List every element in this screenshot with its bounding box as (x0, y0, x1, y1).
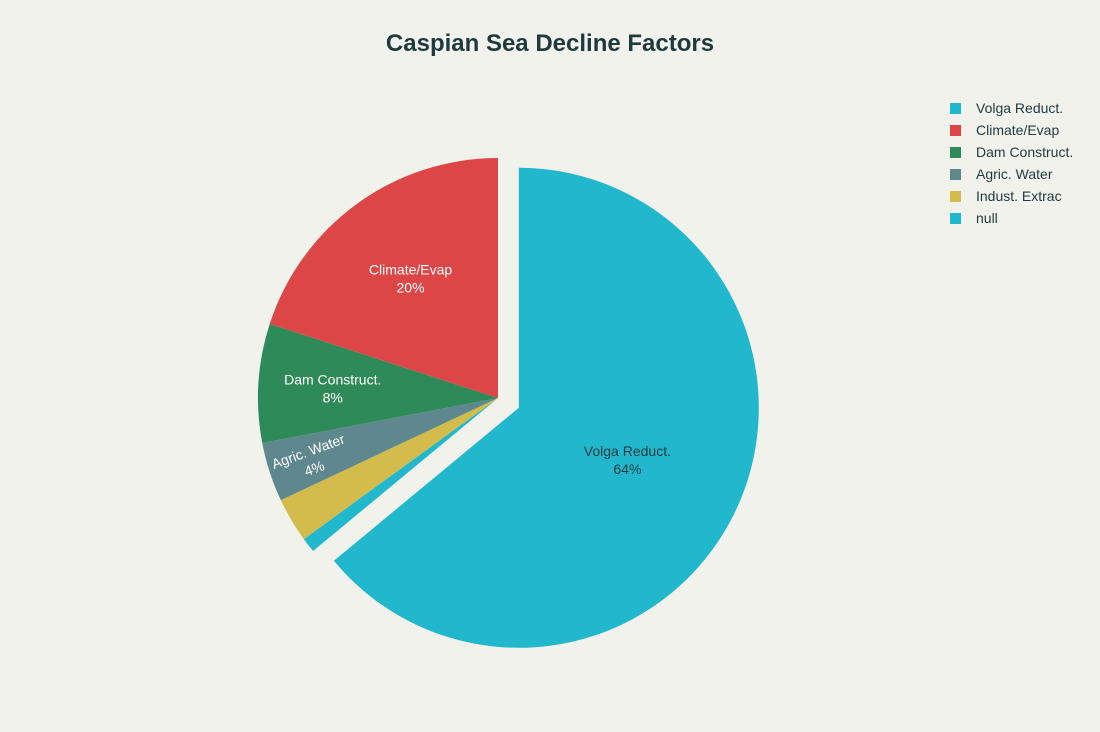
legend-label: Dam Construct. (976, 144, 1074, 160)
slice-name: Climate/Evap (369, 262, 452, 278)
slice-label: Climate/Evap 20% (369, 262, 452, 296)
pie-slice-climate-evap[interactable] (269, 158, 498, 398)
slice-name: Dam Construct. (284, 372, 381, 388)
legend-swatch (950, 146, 961, 158)
slice-label: Volga Reduct. 64% (584, 443, 671, 477)
legend-swatch (950, 124, 961, 136)
legend-label: Volga Reduct. (976, 100, 1064, 116)
legend-swatch (950, 212, 961, 224)
legend-label: Indust. Extrac (976, 188, 1062, 204)
legend-item[interactable]: Agric. Water (950, 163, 1073, 185)
slice-percent: 4% (302, 457, 326, 479)
legend: Volga Reduct. Climate/Evap Dam Construct. A… (950, 97, 1073, 229)
pie-slice-volga-reduct-[interactable] (333, 167, 759, 648)
pie-slice-agric-water[interactable] (262, 398, 498, 501)
legend-swatch (950, 190, 961, 202)
legend-item[interactable]: Indust. Extrac (950, 185, 1073, 207)
legend-item[interactable]: Climate/Evap (950, 119, 1073, 141)
slice-label: Dam Construct. 8% (284, 372, 381, 406)
slice-percent: 8% (323, 390, 343, 406)
slice-percent: 64% (613, 461, 641, 477)
legend-item[interactable]: Dam Construct. (950, 141, 1073, 163)
chart-title: Caspian Sea Decline Factors (385, 30, 715, 57)
legend-label: null (976, 210, 998, 226)
pie-slice-dam-construct-[interactable] (258, 323, 498, 443)
legend-item[interactable]: null (950, 207, 1073, 229)
legend-swatch (950, 168, 961, 180)
legend-label: Climate/Evap (976, 122, 1060, 138)
legend-item[interactable]: Volga Reduct. (950, 97, 1073, 119)
slice-percent: 20% (397, 280, 425, 296)
legend-label: Agric. Water (976, 166, 1053, 182)
slice-name: Volga Reduct. (584, 443, 671, 459)
legend-swatch (950, 102, 961, 114)
pie-slice-null[interactable] (303, 398, 498, 551)
pie-slice-indust-extrac[interactable] (280, 398, 498, 540)
